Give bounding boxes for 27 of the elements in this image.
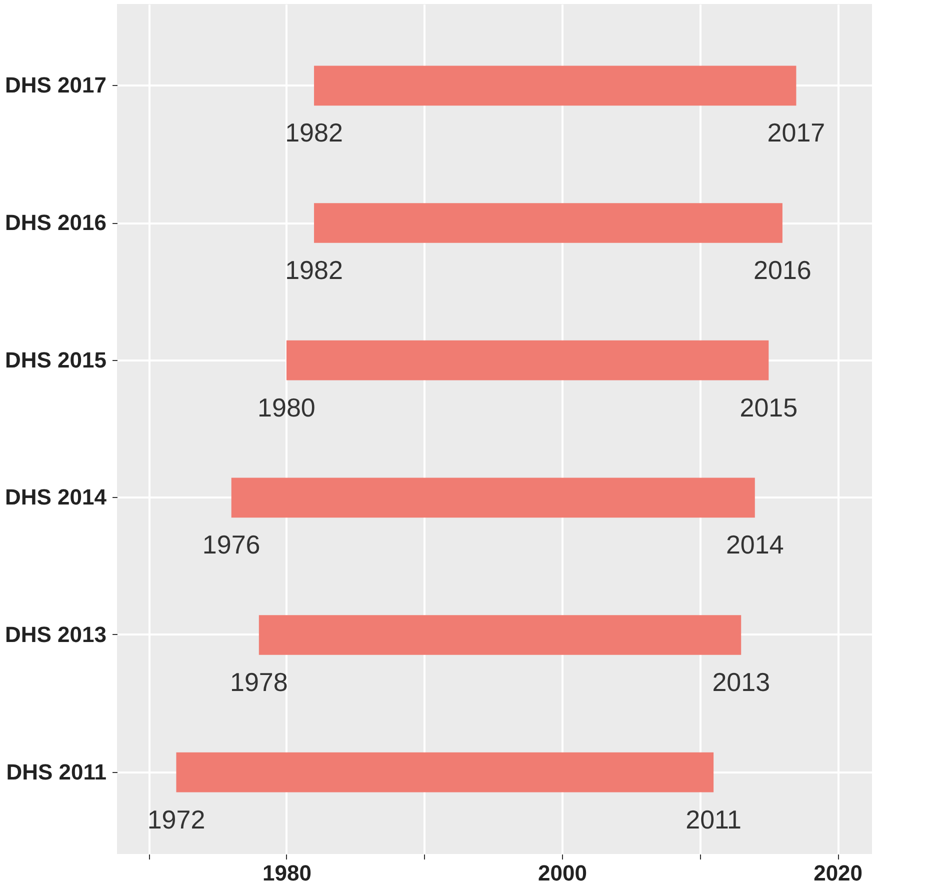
y-tick-label: DHS 2011 xyxy=(6,759,106,784)
annotation: 1982 xyxy=(285,255,343,286)
annotation: 1980 xyxy=(258,392,316,422)
bar xyxy=(314,66,796,106)
annotation: 1972 xyxy=(147,804,206,834)
x-tick-label: 2020 xyxy=(814,860,863,886)
annotation: 1982 xyxy=(285,118,343,148)
x-tick-label: 2000 xyxy=(538,860,587,886)
annotation: 1978 xyxy=(230,666,288,697)
bar xyxy=(258,615,742,655)
annotation: 2014 xyxy=(726,530,784,560)
annotation: 2011 xyxy=(686,804,742,834)
x-tick-label: 1980 xyxy=(262,860,312,886)
y-tick-label: DHS 2015 xyxy=(4,347,106,372)
annotation: 2017 xyxy=(767,118,826,148)
y-tick-label: DHS 2016 xyxy=(4,210,106,236)
y-tick-label: DHS 2014 xyxy=(4,484,108,510)
bar xyxy=(286,340,769,380)
bar xyxy=(176,752,714,792)
bar xyxy=(314,203,782,243)
annotation: 2016 xyxy=(754,255,812,286)
annotation: 2015 xyxy=(740,392,798,422)
y-tick-label: DHS 2017 xyxy=(4,72,106,98)
annotation: 2013 xyxy=(712,666,770,697)
annotation: 1976 xyxy=(202,530,260,560)
y-tick-label: DHS 2013 xyxy=(4,622,106,647)
bar xyxy=(231,478,755,518)
